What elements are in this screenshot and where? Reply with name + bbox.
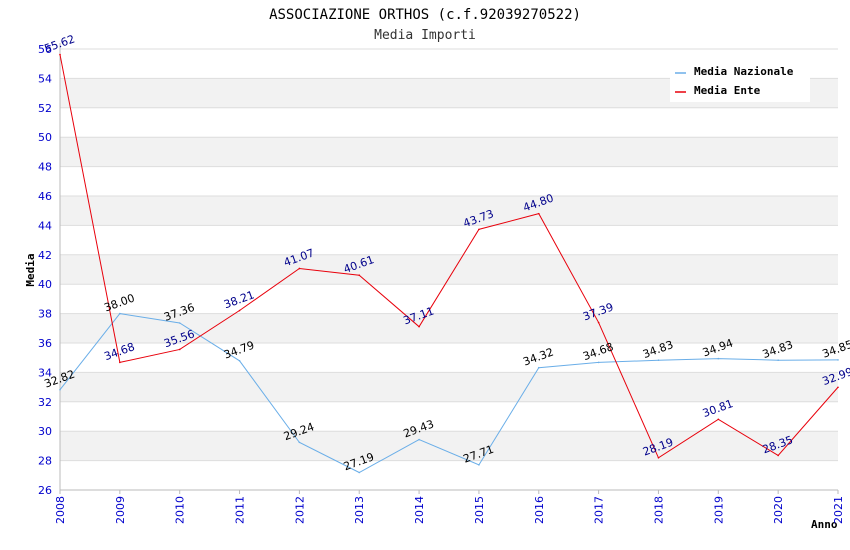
data-point — [657, 457, 660, 459]
x-tick-label: 2013 — [353, 496, 366, 524]
data-point — [597, 361, 600, 364]
y-tick-label: 50 — [38, 131, 52, 144]
series-line-media-nazionale — [59, 313, 839, 474]
data-point — [418, 325, 420, 328]
data-point — [238, 309, 241, 312]
data-point — [777, 454, 779, 457]
data-label: 34.32 — [521, 346, 555, 369]
data-point — [178, 322, 181, 324]
x-tick-label: 2019 — [712, 496, 725, 524]
axes — [59, 43, 838, 491]
x-tick-label: 2021 — [832, 496, 845, 524]
y-tick-label: 34 — [38, 366, 52, 379]
x-tick-label: 2009 — [114, 496, 127, 524]
x-tick-label: 2008 — [54, 496, 67, 524]
data-point — [59, 388, 61, 391]
data-point — [358, 471, 361, 474]
series-lines — [59, 53, 839, 474]
y-tick-label: 54 — [38, 72, 52, 85]
x-axis-label: Anno — [811, 518, 838, 531]
x-tick-label: 2012 — [293, 496, 306, 524]
data-label: 34.68 — [581, 340, 615, 363]
data-point — [59, 53, 61, 56]
y-tick-label: 40 — [38, 278, 52, 291]
grid-band — [60, 196, 838, 226]
data-point — [298, 441, 301, 444]
data-point — [717, 357, 720, 360]
legend-label-media-nazionale: Media Nazionale — [694, 65, 794, 78]
x-tick-label: 2017 — [593, 496, 606, 524]
data-point — [298, 267, 301, 270]
data-point — [837, 359, 839, 361]
y-tick-label: 32 — [38, 396, 52, 409]
chart-title: ASSOCIAZIONE ORTHOS (c.f.92039270522) — [269, 7, 581, 23]
data-label: 38.00 — [102, 291, 136, 314]
y-tick-label: 38 — [38, 308, 52, 321]
data-point — [119, 361, 121, 364]
x-tick-label: 2018 — [652, 496, 665, 524]
data-point — [597, 321, 600, 324]
data-point — [537, 366, 540, 369]
data-label: 38.21 — [222, 288, 256, 311]
y-tick-labels: 26 28 30 32 34 36 38 40 42 44 46 48 50 52 54 56 — [38, 43, 52, 497]
data-point — [238, 359, 241, 362]
data-point — [537, 212, 540, 215]
y-tick-label: 56 — [38, 43, 52, 56]
y-tick-label: 30 — [38, 425, 52, 438]
data-point — [777, 359, 779, 361]
x-tick-label: 2020 — [772, 496, 785, 524]
grid-band — [60, 137, 838, 167]
legend: Media Nazionale Media Ente — [670, 60, 810, 102]
grid-band — [60, 254, 838, 285]
grid-bands — [60, 78, 838, 461]
y-tick-label: 26 — [38, 484, 52, 497]
data-point — [717, 418, 720, 421]
data-point — [178, 348, 181, 351]
x-tick-label: 2014 — [413, 496, 426, 524]
y-tick-label: 46 — [38, 190, 52, 203]
legend-label-media-ente: Media Ente — [694, 84, 761, 97]
grid-band — [60, 372, 838, 402]
grid-band — [60, 431, 838, 461]
legend-box — [670, 60, 810, 102]
data-point — [478, 464, 480, 466]
y-tick-label: 44 — [38, 219, 52, 232]
y-axis-label: Media — [24, 253, 37, 286]
y-tick-label: 48 — [38, 161, 52, 174]
x-tick-label: 2011 — [234, 496, 247, 524]
x-tick-label: 2016 — [533, 496, 546, 524]
y-tick-label: 28 — [38, 455, 52, 468]
data-point — [837, 386, 839, 389]
data-point — [119, 312, 121, 315]
data-point — [657, 359, 660, 361]
grid-band — [60, 313, 838, 343]
series-line-media-ente — [59, 54, 839, 459]
x-tick-label: 2010 — [174, 496, 187, 524]
data-point — [358, 274, 361, 277]
chart-subtitle: Media Importi — [374, 28, 476, 43]
x-tick-labels: 2008 2009 2010 2011 2012 2013 2014 2015 2016 2017… — [54, 490, 845, 524]
data-point — [478, 228, 480, 231]
y-tick-label: 36 — [38, 337, 52, 350]
x-tick-label: 2015 — [473, 496, 486, 524]
data-point — [418, 438, 420, 441]
y-tick-label: 42 — [38, 249, 52, 262]
y-tick-label: 52 — [38, 102, 52, 115]
